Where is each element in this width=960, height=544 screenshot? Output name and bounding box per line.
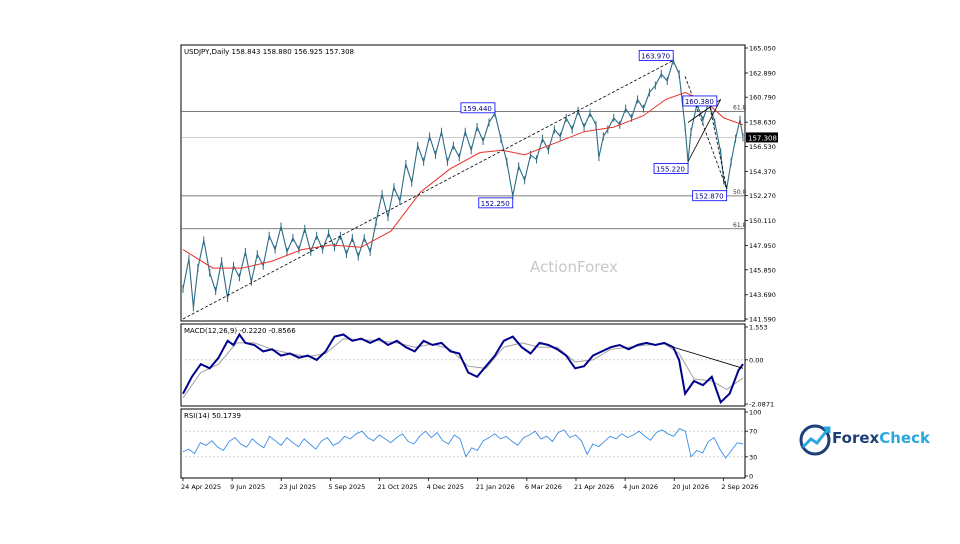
fib-label-1: 61.8 [733,222,747,229]
x-tick-10: 20 Jul 2026 [672,483,709,491]
x-tick-11: 2 Sep 2026 [721,483,758,491]
price-header: USDJPY,Daily 158.843 158.880 156.925 157… [184,48,354,56]
macd-header: MACD(12,26,9) -0.2220 -0.8566 [184,327,296,335]
macd-tick-0: 1.553 [749,324,768,332]
wordmark-check: Check [879,429,930,447]
macd-trend-line [673,346,744,369]
current-price-label: 157.308 [748,134,777,142]
level-label-box-2 [682,95,718,107]
level-label-box-0 [638,50,674,61]
rsi-series [182,428,744,459]
level-label-3: 155.220 [656,166,685,174]
macd-tick-2: -2.0871 [749,401,774,409]
x-tick-3: 5 Sep 2025 [328,483,365,491]
level-label-2: 160.380 [685,98,714,106]
x-tick-2: 23 Jul 2025 [279,483,316,491]
globe-icon [799,424,831,456]
level-label-1: 159.440 [463,105,492,113]
price-tick-2: 160.790 [749,94,776,102]
price-tick-9: 145.850 [749,266,776,274]
price-tick-5: 154.370 [749,168,776,176]
fib-label-2: 61.8 [733,105,747,112]
price-tick-1: 162.890 [749,69,776,77]
price-tick-11: 141.590 [749,316,776,324]
rsi-tick-2: 30 [749,453,757,461]
price-panel [180,44,746,322]
price-tick-3: 158.630 [749,119,776,127]
macd-panel [180,323,746,407]
level-label-box-4 [692,190,728,202]
x-tick-8: 21 Apr 2026 [574,483,614,491]
price-tick-6: 152.270 [749,192,776,200]
price-tick-4: 156.530 [749,143,776,151]
x-tick-9: 4 Jun 2026 [623,483,658,491]
rsi-panel [180,408,746,479]
watermark: ActionForex [530,258,618,276]
fib-label-0: 50.0 [733,189,747,196]
price-tick-8: 147.950 [749,242,776,250]
rsi-header: RSI(14) 50.1739 [184,412,241,420]
price-series [182,58,744,308]
level-label-5: 152.250 [481,200,510,208]
level-label-box-3 [653,163,689,174]
x-tick-7: 6 Mar 2026 [525,483,562,491]
current-price-box [746,132,778,143]
macd-tick-1: 0.00 [749,356,763,364]
trend-line [182,60,674,320]
level-label-box-5 [478,197,514,209]
wordmark-forex: Forex [832,429,880,447]
ma-series [182,91,744,269]
level-label-0: 163.970 [641,52,670,60]
rsi-tick-0: 100 [749,409,761,417]
level-label-4: 152.870 [695,193,724,201]
x-tick-5: 4 Dec 2025 [427,483,464,491]
x-tick-1: 9 Jun 2025 [230,483,265,491]
price-tick-7: 150.110 [749,217,776,225]
forexcheck-logo [799,424,831,456]
rsi-tick-3: 0 [749,473,753,481]
x-tick-4: 21 Oct 2025 [377,483,417,491]
x-tick-0: 24 Apr 2025 [181,483,221,491]
price-tick-0: 165.050 [749,45,776,53]
macd-series [182,332,744,404]
forexcheck-wordmark: ForexCheck [832,429,930,447]
rsi-tick-1: 70 [749,428,757,436]
wedge-line-0 [687,99,722,162]
price-tick-10: 143.690 [749,291,776,299]
level-label-box-1 [460,102,496,114]
x-tick-6: 21 Jan 2026 [476,483,515,491]
